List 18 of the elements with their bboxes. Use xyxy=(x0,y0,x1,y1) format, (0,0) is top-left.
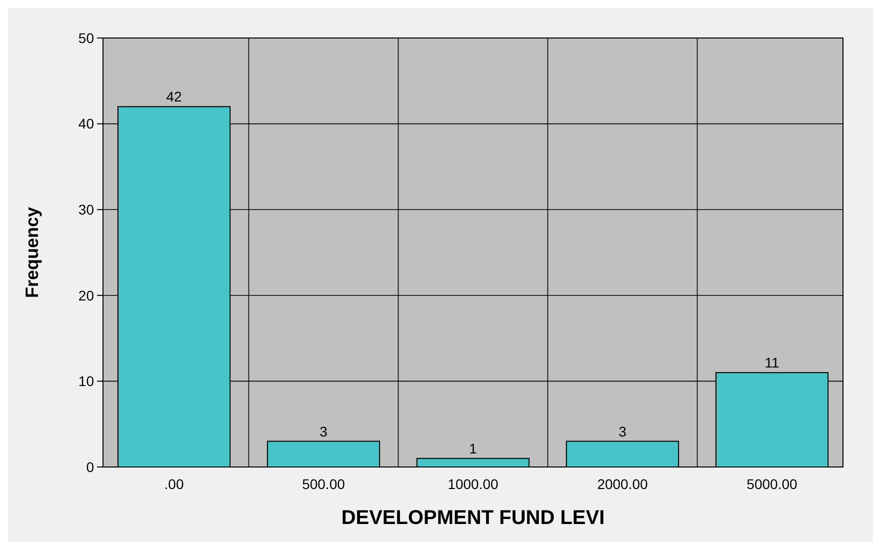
y-axis-title: Frequency xyxy=(22,206,42,298)
y-tick-label: 0 xyxy=(86,458,94,475)
y-tick-label: 10 xyxy=(78,373,94,390)
x-axis-title: DEVELOPMENT FUND LEVI xyxy=(341,507,605,529)
x-tick-label: 1000.00 xyxy=(448,476,499,492)
data-label: 1 xyxy=(469,440,478,456)
data-label: 42 xyxy=(166,88,182,105)
y-tick-label: 50 xyxy=(78,30,94,46)
x-tick-label: 5000.00 xyxy=(746,476,798,492)
x-tick-label: .00 xyxy=(164,476,184,492)
y-tick-label: 30 xyxy=(78,202,94,218)
x-tick-label: 500.00 xyxy=(302,476,346,492)
y-tick-label: 40 xyxy=(78,116,94,132)
data-label: 3 xyxy=(618,423,627,440)
x-tick-label: 2000.00 xyxy=(597,476,648,492)
data-label: 3 xyxy=(320,423,328,440)
data-label: 11 xyxy=(764,354,780,371)
y-tick-label: 20 xyxy=(78,287,94,304)
